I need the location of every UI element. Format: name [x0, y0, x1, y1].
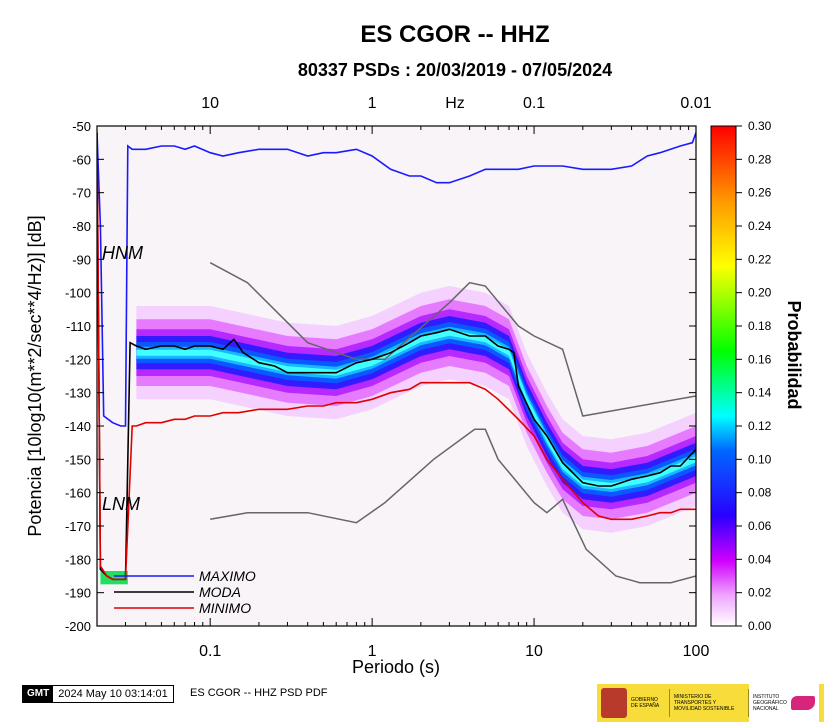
- colorbar-tick-label: 0.22: [748, 252, 772, 266]
- lnm-label: LNM: [102, 494, 140, 514]
- coat-of-arms-icon: [601, 688, 627, 718]
- psd-statistic-curves: [97, 132, 696, 581]
- colorbar-tick-label: 0.06: [748, 519, 772, 533]
- y-tick-label: -170: [65, 519, 91, 534]
- colorbar-tick-label: 0.16: [748, 352, 772, 366]
- y-tick-label: -150: [65, 452, 91, 467]
- colorbar-tick-label: 0.28: [748, 152, 772, 166]
- colorbar-ticks: 0.30 0.28 0.26 0.24 0.22 0.20 0.18 0.16 0.14 0.12…: [736, 119, 772, 633]
- y-tick-label: -140: [65, 419, 91, 434]
- colorbar: [710, 125, 737, 627]
- heatmap-band-6: [136, 329, 696, 489]
- psd-chart: ES CGOR -- HHZ 80337 PSDs : 20/03/2019 -…: [25, 21, 804, 677]
- footer-stamp: GMT 2024 May 10 03:14:01: [22, 685, 174, 703]
- colorbar-tick-label: 0.12: [748, 419, 772, 433]
- colorbar-tick-label: 0.10: [748, 452, 772, 466]
- colorbar-tick-label: 0.30: [748, 119, 772, 133]
- y-tick-label: -100: [65, 286, 91, 301]
- colorbar-tick-label: 0.20: [748, 286, 772, 300]
- colorbar-tick-label: 0.08: [748, 486, 772, 500]
- colorbar-tick-label: 0.24: [748, 219, 772, 233]
- y-axis-label: Potencia [10log10(m**2/sec**4/Hz)] [dB]: [25, 215, 45, 536]
- colorbar-tick-label: 0.14: [748, 386, 772, 400]
- gmt-logo: GMT: [23, 686, 54, 702]
- chart-title: ES CGOR -- HHZ: [360, 21, 549, 48]
- instituto-label: INSTITUTO GEOGRÁFICO NACIONAL: [753, 694, 787, 712]
- series-minimo: [97, 132, 696, 581]
- curve-lnm: [210, 428, 696, 584]
- colorbar-tick-label: 0.18: [748, 319, 772, 333]
- x-axis-label: Periodo (s): [352, 657, 440, 677]
- colorbar-tick-label: 0.04: [748, 552, 772, 566]
- y-tick-label: -190: [65, 586, 91, 601]
- top-tick-label: 0.1: [523, 95, 545, 112]
- top-tick-label: 0.01: [680, 95, 711, 112]
- axes: 0.1 1 10 100 10 1 0.1 0.01 -50 -60 -70 -80 -90 -100 -1…: [65, 95, 712, 660]
- noise-model-curves: [209, 262, 696, 584]
- x-tick-label: 0.1: [199, 643, 221, 660]
- y-tick-label: -160: [65, 486, 91, 501]
- top-tick-label: 1: [368, 95, 377, 112]
- y-tick-label: -70: [72, 186, 91, 201]
- timestamp: 2024 May 10 03:14:01: [58, 688, 168, 700]
- chart-subtitle: 80337 PSDs : 20/03/2019 - 07/05/2024: [298, 60, 612, 80]
- y-tick-label: -60: [72, 152, 91, 167]
- series-moda: [97, 132, 696, 581]
- top-axis-unit: Hz: [445, 95, 465, 112]
- top-tick-label: 10: [201, 95, 219, 112]
- series-maximo: [97, 132, 696, 427]
- y-tick-label: -90: [72, 252, 91, 267]
- gobierno-label: GOBIERNO DE ESPAÑA: [627, 689, 670, 717]
- hnm-label: HNM: [102, 243, 143, 263]
- colorbar-tick-label: 0.00: [748, 619, 772, 633]
- agency-logos: GOBIERNO DE ESPAÑA MINISTERIO DE TRANSPO…: [597, 684, 824, 722]
- curve-hnm: [209, 262, 696, 417]
- ign-mark-icon: [791, 696, 815, 710]
- legend-label-minimo: MINIMO: [199, 600, 251, 616]
- heatmap-low-blob: [100, 571, 128, 585]
- legend-label-maximo: MAXIMO: [199, 568, 256, 584]
- legend-label-moda: MODA: [199, 584, 241, 600]
- y-tick-label: -200: [65, 619, 91, 634]
- x-tick-label: 1: [368, 643, 377, 660]
- colorbar-tick-label: 0.02: [748, 586, 772, 600]
- x-tick-label: 100: [683, 643, 710, 660]
- y-tick-label: -120: [65, 352, 91, 367]
- ministerio-label: MINISTERIO DE TRANSPORTES Y MOVILIDAD SO…: [670, 689, 749, 717]
- y-tick-label: -110: [66, 319, 91, 334]
- footer-caption: ES CGOR -- HHZ PSD PDF: [190, 687, 328, 699]
- plot-frame: [96, 125, 697, 627]
- colorbar-tick-label: 0.26: [748, 186, 772, 200]
- y-tick-label: -50: [72, 119, 91, 134]
- ign-logo: INSTITUTO GEOGRÁFICO NACIONAL: [749, 684, 819, 722]
- y-tick-label: -80: [72, 219, 91, 234]
- x-tick-label: 10: [525, 643, 543, 660]
- y-tick-label: -130: [65, 386, 91, 401]
- y-tick-label: -180: [65, 552, 91, 567]
- colorbar-label: Probabilidad: [784, 300, 804, 409]
